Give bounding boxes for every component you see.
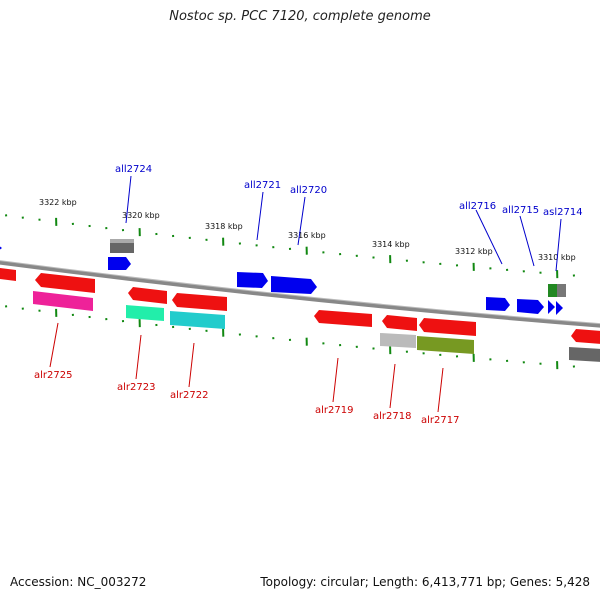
gene-arrow-forward[interactable] xyxy=(108,257,131,270)
gene-arrow-forward[interactable] xyxy=(517,299,544,314)
gene-arrow-reverse[interactable] xyxy=(569,347,600,362)
scale-ticks-bottom xyxy=(5,305,575,370)
gene-arrow-forward[interactable] xyxy=(556,301,563,315)
gene-label-alr2718[interactable]: alr2718 xyxy=(373,411,411,422)
scale-ticks-top xyxy=(5,214,575,279)
gene-arrow-reverse[interactable] xyxy=(128,287,167,304)
gene-label-alr2723[interactable]: alr2723 xyxy=(117,382,155,393)
gene-arrow-forward[interactable] xyxy=(486,297,510,311)
scale-label-3318: 3318 kbp xyxy=(205,222,243,231)
forward-genes xyxy=(0,239,566,315)
scale-label-3316: 3316 kbp xyxy=(288,231,326,240)
genome-backbone xyxy=(0,260,600,328)
gene-label-asl2714[interactable]: asl2714 xyxy=(543,207,583,218)
label-leader-lines xyxy=(49,175,562,413)
gene-arrow-forward[interactable] xyxy=(557,284,566,297)
gene-label-all2724[interactable]: all2724 xyxy=(115,164,152,175)
map-title: Nostoc sp. PCC 7120, complete genome xyxy=(169,9,431,24)
scale-label-3314: 3314 kbp xyxy=(372,240,410,249)
gene-arrow-forward[interactable] xyxy=(0,245,2,251)
scale-label-3322: 3322 kbp xyxy=(39,198,77,207)
gene-arrow-reverse[interactable] xyxy=(419,318,476,336)
gene-label-all2715[interactable]: all2715 xyxy=(502,205,539,216)
gene-arrow-forward[interactable] xyxy=(237,272,268,288)
reverse-gene-labels: alr2725 alr2723 alr2722 alr2719 alr2718 … xyxy=(34,370,459,426)
gene-arrow-reverse[interactable] xyxy=(170,311,225,329)
gene-label-alr2719[interactable]: alr2719 xyxy=(315,405,353,416)
gene-label-all2716[interactable]: all2716 xyxy=(459,201,496,212)
gene-arrow-reverse[interactable] xyxy=(314,310,372,327)
gene-arrow-forward[interactable] xyxy=(271,276,317,294)
gene-label-alr2722[interactable]: alr2722 xyxy=(170,390,208,401)
gene-arrow-reverse[interactable] xyxy=(126,305,164,321)
gene-arrow-forward[interactable] xyxy=(110,239,134,243)
gene-label-alr2717[interactable]: alr2717 xyxy=(421,415,459,426)
accession-text: Accession: NC_003272 xyxy=(10,575,147,589)
gene-arrow-reverse[interactable] xyxy=(382,315,417,331)
gene-arrow-reverse[interactable] xyxy=(571,329,600,344)
gene-label-all2720[interactable]: all2720 xyxy=(290,185,327,196)
gene-arrow-reverse[interactable] xyxy=(33,291,93,311)
scale-label-3312: 3312 kbp xyxy=(455,247,493,256)
gene-arrow-forward[interactable] xyxy=(548,300,555,314)
gene-arrow-reverse[interactable] xyxy=(417,336,474,354)
gene-arrow-reverse[interactable] xyxy=(0,268,16,281)
forward-gene-labels: all2724 all2721 all2720 all2716 all2715 … xyxy=(115,164,583,218)
genome-summary-text: Topology: circular; Length: 6,413,771 bp… xyxy=(260,575,590,589)
scale-label-3320: 3320 kbp xyxy=(122,211,160,220)
gene-arrow-reverse[interactable] xyxy=(380,333,416,348)
gene-label-all2721[interactable]: all2721 xyxy=(244,180,281,191)
gene-arrow-reverse[interactable] xyxy=(172,293,227,311)
gene-arrow-reverse[interactable] xyxy=(35,273,95,293)
reverse-genes xyxy=(0,268,600,362)
gene-label-alr2725[interactable]: alr2725 xyxy=(34,370,72,381)
